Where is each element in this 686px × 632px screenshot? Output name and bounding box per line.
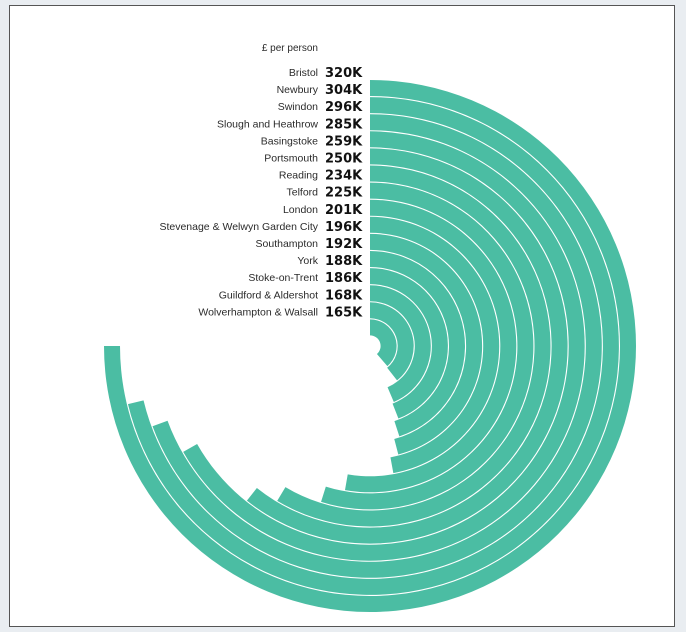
- bar-stevenage-welwyn-garden-city: [370, 233, 483, 455]
- value-label: 296K: [325, 100, 363, 115]
- category-label: Bristol: [289, 67, 318, 79]
- category-label: Swindon: [278, 101, 318, 113]
- category-label: Portsmouth: [264, 153, 318, 165]
- value-label: 320K: [325, 66, 363, 81]
- category-label: Wolverhampton & Walsall: [198, 306, 318, 318]
- value-label: 168K: [325, 288, 363, 303]
- value-label: 186K: [325, 271, 363, 286]
- category-label: London: [283, 204, 318, 216]
- value-label: 304K: [325, 83, 363, 98]
- value-label: 250K: [325, 152, 363, 167]
- category-label: Basingstoke: [261, 135, 318, 147]
- value-label: 192K: [325, 237, 363, 252]
- bar-stoke-on-trent: [370, 285, 431, 402]
- bar-wolverhampton-walsall: [370, 319, 397, 367]
- category-label: York: [297, 255, 318, 267]
- value-label: 165K: [325, 305, 363, 320]
- category-label: Slough and Heathrow: [217, 118, 318, 130]
- category-label: Stoke-on-Trent: [248, 272, 318, 284]
- category-label: Stevenage & Welwyn Garden City: [159, 221, 318, 233]
- category-label: Newbury: [277, 84, 319, 96]
- value-label: 196K: [325, 220, 363, 235]
- unit-label: £ per person: [262, 43, 318, 54]
- value-label: 188K: [325, 254, 363, 269]
- category-label: Telford: [286, 187, 318, 199]
- category-label: Southampton: [256, 238, 319, 250]
- category-label: Guildford & Aldershot: [219, 289, 318, 301]
- value-label: 201K: [325, 203, 363, 218]
- bar-york: [370, 268, 448, 419]
- labels-group: Bristol 320K Newbury 304K Swindon 296K Slough …: [159, 66, 363, 320]
- value-label: 285K: [325, 117, 363, 132]
- value-label: 225K: [325, 186, 363, 201]
- bar-london: [370, 216, 500, 474]
- category-label: Reading: [279, 170, 318, 182]
- bars-group: [104, 80, 636, 612]
- bar-southampton: [370, 251, 466, 437]
- value-label: 259K: [325, 134, 363, 149]
- bar-basingstoke: [246, 148, 568, 544]
- bar-guildford-aldershot: [370, 302, 414, 381]
- value-label: 234K: [325, 169, 363, 184]
